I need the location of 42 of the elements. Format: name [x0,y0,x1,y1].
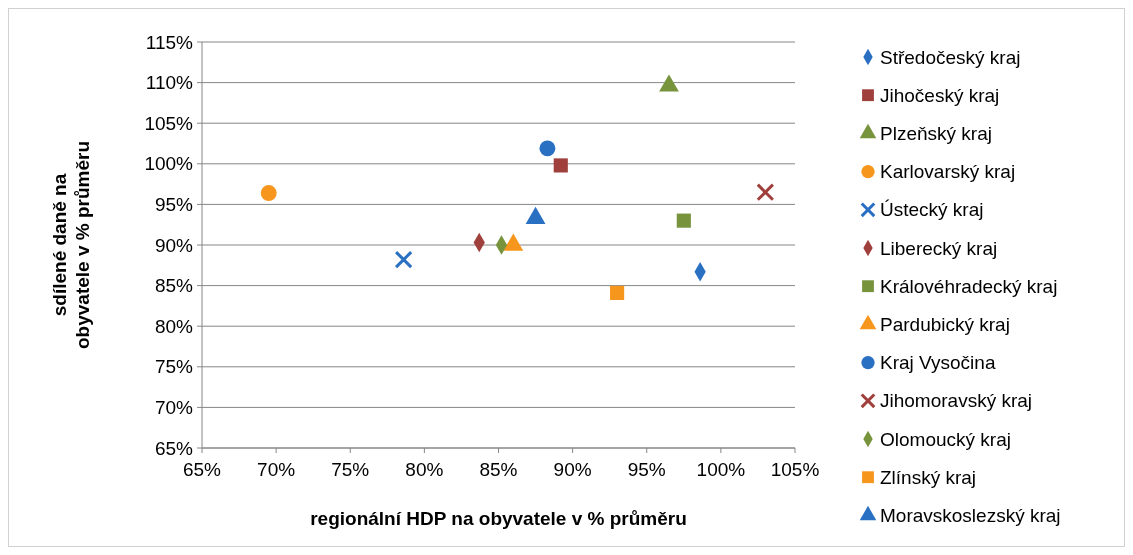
legend-label: Jihočeský kraj [880,84,1000,106]
x-tick-label: 75% [331,459,370,480]
legend-label: Kraj Vysočina [880,352,996,374]
y-axis-title: sdílené daně na obyvatele v % průměru [49,140,93,350]
point [756,183,775,202]
legend-label: Olomoucký kraj [880,428,1011,450]
y-tick-label: 105% [144,112,194,134]
legend-label: Plzeňský kraj [880,123,992,145]
y-tick-label: 70% [154,397,194,419]
y-tick-label: 80% [154,315,194,337]
y-tick-label: 100% [144,153,194,175]
point [610,285,625,300]
x-tick-label: 100% [696,459,746,480]
point [260,185,277,201]
x-tick-label: 70% [257,459,296,480]
y-tick-label: 115% [145,31,194,53]
legend-label: Karlovarský kraj [880,161,1016,183]
point [394,250,413,269]
legend-label: Ústecký kraj [880,199,984,221]
legend-label: Zlínský kraj [880,466,977,488]
x-tick-label: 105% [770,459,820,480]
y-tick-label: 95% [154,194,194,216]
y-tick-label: 110% [145,72,194,94]
y-tick-label: 85% [154,275,194,297]
x-tick-label: 95% [627,459,666,480]
legend-label: Pardubický kraj [880,314,1010,336]
x-tick-label: 85% [479,459,518,480]
x-tick-label: 65% [182,459,222,480]
x-tick-label: 80% [405,459,444,480]
point [539,140,556,157]
legend-label: Královéhradecký kraj [880,275,1058,297]
legend-label: Moravskoslezský kraj [880,505,1061,527]
x-axis-title: regionální HDP na obyvatele v % průměru [310,508,687,529]
y-tick-label: 90% [154,234,194,256]
x-tick-label: 90% [553,459,592,480]
y-tick-label: 75% [154,356,194,378]
point [553,158,568,173]
y-tick-label: 65% [154,437,194,459]
point [676,213,691,228]
legend-label: Liberecký kraj [880,237,998,259]
legend-label: Středočeský kraj [880,46,1021,68]
legend-label: Jihomoravský kraj [880,390,1033,412]
